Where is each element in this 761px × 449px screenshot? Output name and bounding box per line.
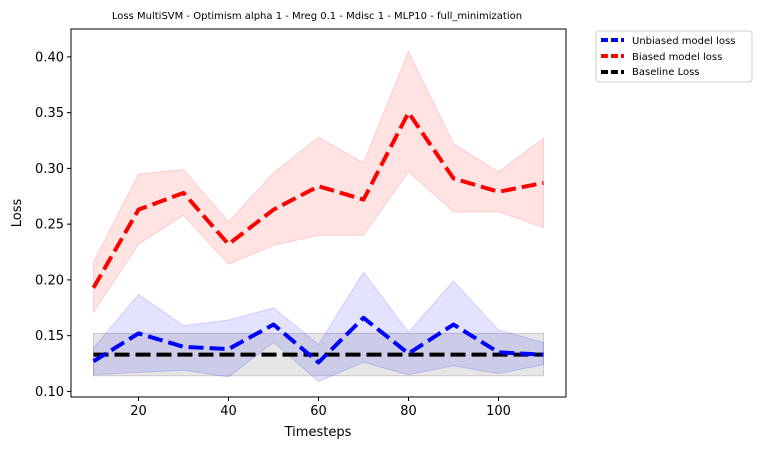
band-unbiased-model-loss	[93, 271, 544, 382]
x-tick-label: 60	[310, 404, 327, 419]
x-tick-label: 20	[130, 404, 147, 419]
x-tick-label: 40	[220, 404, 237, 419]
series-lines	[91, 110, 544, 365]
y-tick-label: 0.10	[35, 385, 64, 400]
y-axis-label: Loss	[10, 199, 25, 228]
y-axis-ticks: 0.10 0.15 0.20 0.25 0.30 0.35 0.40	[35, 50, 71, 400]
confidence-bands	[93, 50, 544, 382]
y-tick-label: 0.15	[35, 329, 64, 344]
chart-title: Loss MultiSVM - Optimism alpha 1 - Mreg …	[112, 11, 522, 22]
line-biased-model-loss	[91, 110, 544, 289]
x-tick-label: 80	[400, 404, 417, 419]
legend-label-unbiased: Unbiased model loss	[632, 36, 735, 47]
y-tick-label: 0.40	[35, 50, 64, 65]
x-axis-label: Timesteps	[284, 425, 352, 440]
x-tick-label: 100	[486, 404, 511, 419]
y-tick-label: 0.25	[35, 218, 64, 233]
x-axis-ticks: 20 40 60 80 100	[130, 397, 511, 419]
y-tick-label: 0.35	[35, 106, 64, 121]
band-biased-model-loss	[93, 50, 544, 314]
y-tick-label: 0.30	[35, 162, 64, 177]
legend-label-biased: Biased model loss	[632, 52, 722, 63]
y-tick-label: 0.20	[35, 273, 64, 288]
legend: Unbiased model loss Biased model loss Ba…	[595, 30, 753, 83]
line-unbiased-model-loss	[92, 315, 544, 365]
legend-frame	[595, 30, 753, 83]
legend-label-baseline: Baseline Loss	[632, 67, 700, 78]
